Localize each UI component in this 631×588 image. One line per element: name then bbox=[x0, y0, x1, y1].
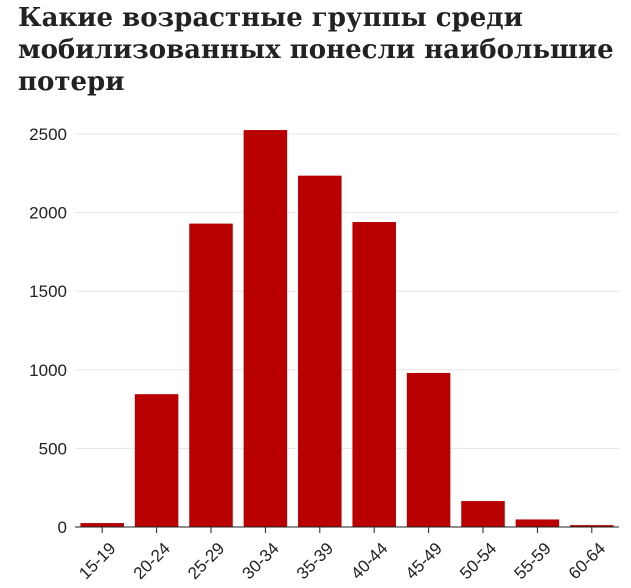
x-tick-label: 35-39 bbox=[293, 539, 337, 583]
x-tick-label: 15-19 bbox=[75, 539, 119, 583]
y-tick-label: 1000 bbox=[29, 361, 67, 380]
bar-45-49 bbox=[406, 372, 451, 527]
bar-15-19 bbox=[80, 523, 124, 527]
chart-title: Какие возрастные группы среди мобилизова… bbox=[18, 3, 614, 97]
bar-40-44 bbox=[352, 222, 396, 528]
x-tick-labels: 15-19 20-24 25-29 30-34 35-39 40-44 45-49 50-54… bbox=[75, 539, 609, 583]
axes bbox=[75, 526, 619, 533]
bar-60-64 bbox=[570, 525, 614, 527]
bar-30-34 bbox=[243, 130, 288, 527]
x-tick-label: 25-29 bbox=[184, 539, 228, 583]
x-tick-label: 20-24 bbox=[130, 539, 174, 583]
x-tick-label: 50-54 bbox=[456, 539, 500, 583]
bar-20-24 bbox=[134, 394, 179, 527]
bar-50-54 bbox=[461, 501, 505, 527]
y-tick-label: 1500 bbox=[29, 282, 67, 301]
y-tick-label: 2000 bbox=[29, 204, 67, 223]
bar-25-29 bbox=[189, 223, 233, 527]
x-tick-label: 45-49 bbox=[402, 539, 446, 583]
bar-35-39 bbox=[298, 175, 342, 527]
y-tick-label: 500 bbox=[39, 439, 67, 458]
y-tick-label: 0 bbox=[58, 518, 67, 537]
y-tick-label: 2500 bbox=[29, 125, 67, 144]
y-tick-labels: 0 500 1000 1500 2000 2500 bbox=[29, 125, 67, 537]
bars bbox=[80, 130, 614, 528]
bar-55-59 bbox=[515, 519, 560, 527]
x-tick-label: 30-34 bbox=[239, 539, 283, 583]
x-tick-label: 55-59 bbox=[511, 539, 555, 583]
x-tick-label: 60-64 bbox=[565, 539, 609, 583]
gridlines bbox=[75, 133, 619, 449]
x-tick-label: 40-44 bbox=[347, 539, 391, 583]
